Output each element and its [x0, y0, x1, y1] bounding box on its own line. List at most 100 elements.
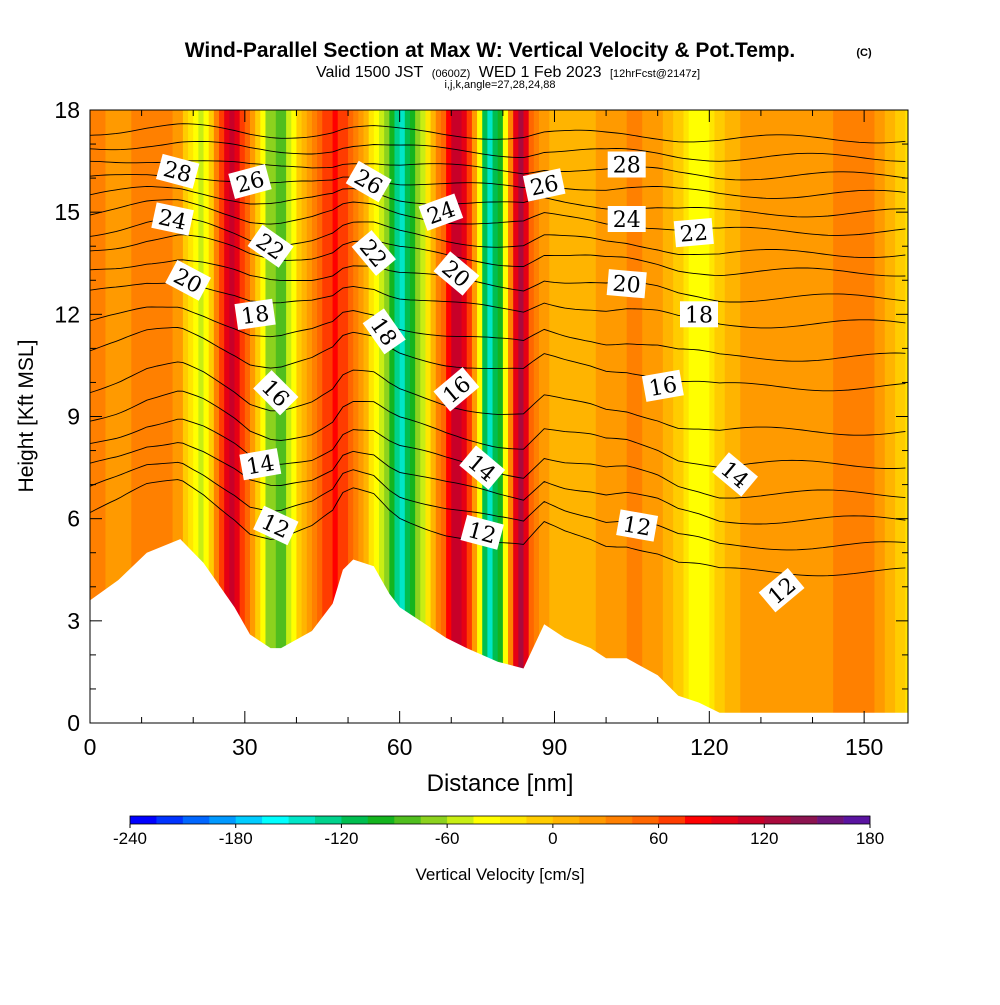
y-tick-label: 6: [67, 506, 80, 532]
velocity-cell: [275, 110, 282, 723]
subtitle-fcst: [12hrFcst@2147z]: [610, 68, 700, 80]
velocity-cell: [440, 110, 447, 723]
velocity-cell: [265, 110, 272, 723]
theta-contour: [90, 185, 906, 218]
velocity-cell: [513, 110, 519, 723]
x-axis: 0 30 60 90 120 150: [84, 110, 883, 760]
colorbar-swatch: [394, 816, 422, 824]
y-tick-label: 15: [54, 199, 80, 225]
theta-contour: [90, 390, 906, 469]
subtitle-valid: Valid 1500 JST: [316, 64, 424, 81]
velocity-cell: [239, 110, 246, 723]
velocity-cell: [219, 110, 225, 723]
contour-label-text: 12: [621, 512, 653, 541]
colorbar-swatch: [473, 816, 501, 824]
velocity-cell: [704, 110, 710, 723]
velocity-cell: [409, 110, 416, 723]
contour-label: 24: [607, 206, 646, 233]
velocity-cell: [456, 110, 463, 723]
theta-contour: [90, 140, 906, 162]
velocity-cell: [363, 110, 370, 723]
velocity-cell: [766, 110, 772, 723]
chart-title: Wind-Parallel Section at Max W: Vertical…: [185, 39, 796, 62]
velocity-cell: [291, 110, 298, 723]
x-tick-label: 120: [690, 734, 728, 760]
terrain-mask: [90, 539, 908, 723]
colorbar-swatch: [288, 816, 316, 824]
velocity-cell: [539, 110, 545, 723]
velocity-cell: [286, 110, 292, 723]
velocity-cell: [110, 110, 117, 723]
colorbar-swatch: [764, 816, 792, 824]
velocity-cell: [162, 110, 169, 723]
velocity-cell: [141, 110, 148, 723]
y-tick-label: 3: [67, 608, 80, 634]
velocity-cell: [136, 110, 143, 723]
velocity-cell: [590, 110, 597, 723]
contour-label-text: 14: [245, 451, 277, 480]
velocity-cell: [177, 110, 184, 723]
velocity-cell: [843, 110, 850, 723]
velocity-cell: [296, 110, 303, 723]
contour-label: 12: [460, 514, 504, 550]
velocity-cell: [575, 110, 581, 723]
colorbar-tick-label: 60: [649, 829, 668, 848]
colorbar-swatch: [235, 816, 263, 824]
x-tick-label: 150: [845, 734, 883, 760]
velocity-cell: [745, 110, 752, 723]
velocity-cell: [430, 110, 437, 723]
theta-contour: [90, 442, 906, 525]
x-tick-label: 0: [84, 734, 97, 760]
colorbar-swatch: [552, 816, 580, 824]
velocity-cell: [508, 110, 514, 723]
velocity-cell: [776, 110, 783, 723]
theta-contour: [90, 361, 906, 436]
velocity-cell: [368, 110, 375, 723]
velocity-cell: [544, 110, 550, 723]
velocity-cell: [188, 110, 194, 723]
velocity-cell: [714, 110, 721, 723]
velocity-cell: [182, 110, 189, 723]
colorbar-tick-label: -60: [435, 829, 460, 848]
velocity-cell: [487, 110, 494, 723]
velocity-cell: [642, 110, 648, 723]
colorbar-swatch: [367, 816, 395, 824]
velocity-cell: [146, 110, 153, 723]
velocity-cell: [735, 110, 741, 723]
velocity-cell: [869, 110, 876, 723]
velocity-cell: [559, 110, 566, 723]
contour-label: 26: [228, 164, 272, 199]
velocity-cell: [260, 110, 267, 723]
colorbar-swatch: [182, 816, 210, 824]
y-axis: 0 3 6 9 12 15 18: [54, 97, 908, 736]
velocity-cell: [528, 110, 535, 723]
velocity-cell: [126, 110, 132, 723]
velocity-cell: [492, 110, 499, 723]
colorbar-swatch: [658, 816, 686, 824]
theta-contour: [90, 306, 906, 362]
velocity-cell: [172, 110, 179, 723]
x-tick-label: 90: [542, 734, 568, 760]
velocity-cell: [724, 110, 731, 723]
contour-label: 24: [418, 193, 464, 231]
velocity-cell: [466, 110, 473, 723]
velocity-cell: [446, 110, 452, 723]
velocity-cell: [213, 110, 220, 723]
contour-label: 24: [151, 202, 194, 236]
velocity-cell: [342, 110, 349, 723]
velocity-cell: [812, 110, 819, 723]
chart-subtitle-indices: i,j,k,angle=27,28,24,88: [444, 79, 555, 91]
velocity-cell: [482, 110, 488, 723]
contour-label: 28: [607, 151, 646, 179]
colorbar-tick-label: -120: [324, 829, 358, 848]
velocity-cell: [606, 110, 612, 723]
velocity-cell: [471, 110, 478, 723]
velocity-cell: [874, 110, 881, 723]
colorbar-swatch: [737, 816, 765, 824]
colorbar-tick-label: 120: [750, 829, 778, 848]
colorbar-swatch: [817, 816, 844, 824]
velocity-cell: [709, 110, 716, 723]
theta-contour: [90, 123, 906, 144]
velocity-cell: [332, 110, 339, 723]
theta-contour: [90, 160, 906, 181]
